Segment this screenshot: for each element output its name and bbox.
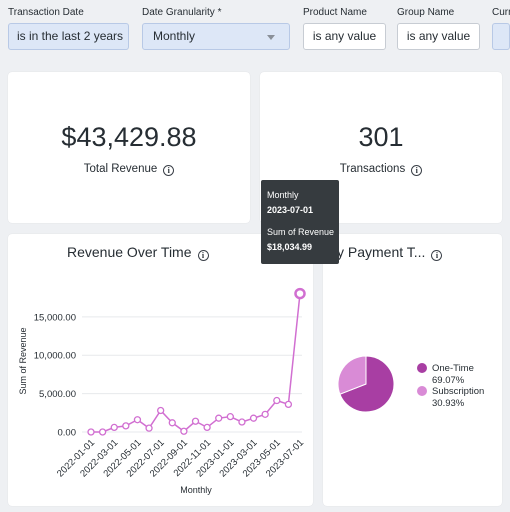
data-point bbox=[157, 406, 165, 415]
data-point bbox=[87, 428, 95, 436]
data-point bbox=[273, 396, 281, 405]
data-point bbox=[122, 422, 130, 430]
chevron-down-icon bbox=[267, 35, 275, 40]
transactions-label-row: Transactions i bbox=[260, 163, 502, 176]
tooltip-date: 2023-07-01 bbox=[267, 205, 314, 215]
data-point bbox=[133, 416, 142, 424]
total-revenue-label-row: Total Revenue i bbox=[8, 163, 250, 176]
filter-label: Curr bbox=[492, 7, 510, 18]
revenue-over-time-title: Revenue Over Time bbox=[67, 244, 192, 260]
chart-tooltip: Monthly 2023-07-01 Sum of Revenue $18,03… bbox=[261, 180, 339, 264]
group-name-filter-button[interactable]: is any value bbox=[397, 23, 480, 50]
payment-type-title: y Payment T... bbox=[337, 244, 426, 260]
data-point bbox=[284, 400, 293, 409]
data-point bbox=[191, 417, 200, 425]
data-point bbox=[110, 423, 118, 432]
data-point bbox=[226, 412, 234, 421]
y-tick-label: 15,000.00 bbox=[34, 312, 76, 323]
data-point bbox=[203, 423, 211, 432]
filter-label: Group Name bbox=[397, 7, 455, 18]
total-revenue-value: $43,429.88 bbox=[61, 122, 197, 152]
info-icon[interactable]: i bbox=[197, 250, 209, 261]
tooltip-granularity: Monthly bbox=[267, 190, 299, 200]
data-point bbox=[261, 410, 269, 418]
legend-label-one-time: One-Time bbox=[432, 363, 474, 374]
info-icon[interactable]: i bbox=[163, 165, 175, 176]
transactions-label: Transactions bbox=[339, 163, 406, 175]
y-axis-label: Sum of Revenue bbox=[18, 327, 28, 394]
total-revenue-card: $43,429.88 Total Revenue i bbox=[8, 72, 250, 223]
legend-label-subscription: Subscription bbox=[432, 386, 485, 397]
payment-type-card: y Payment T... i bbox=[323, 234, 502, 506]
y-tick-label: 0.00 bbox=[58, 428, 77, 439]
total-revenue-label: Total Revenue bbox=[83, 163, 158, 175]
product-name-filter-button[interactable]: is any value bbox=[303, 23, 386, 50]
filter-label: Product Name bbox=[303, 7, 367, 18]
filter-bar: Transaction Date is in the last 2 years … bbox=[0, 0, 510, 62]
data-point bbox=[215, 414, 223, 422]
legend-dot-one-time bbox=[417, 363, 427, 373]
y-tick-label: 5,000.00 bbox=[39, 389, 76, 400]
revenue-series-line bbox=[91, 293, 301, 433]
data-point bbox=[238, 418, 246, 426]
info-icon[interactable]: i bbox=[431, 250, 443, 261]
tooltip-value: $18,034.99 bbox=[267, 242, 313, 252]
info-icon[interactable]: i bbox=[411, 165, 423, 176]
transactions-value: 301 bbox=[358, 122, 404, 152]
legend-value-one-time: 69.07% bbox=[432, 375, 465, 386]
x-axis-label: Monthly bbox=[180, 485, 212, 495]
tooltip-measure: Sum of Revenue bbox=[267, 227, 335, 237]
data-point bbox=[168, 419, 176, 427]
filter-label: Date Granularity * bbox=[142, 7, 222, 18]
data-point bbox=[249, 414, 258, 422]
data-point bbox=[98, 428, 107, 436]
data-point bbox=[145, 424, 153, 432]
data-point bbox=[294, 287, 306, 300]
date-granularity-select[interactable]: Monthly bbox=[142, 23, 290, 50]
data-point bbox=[180, 427, 188, 435]
legend-dot-subscription bbox=[417, 386, 427, 396]
y-tick-label: 10,000.00 bbox=[34, 351, 76, 362]
transaction-date-filter-button[interactable]: is in the last 2 years bbox=[8, 23, 129, 50]
date-granularity-value: Monthly bbox=[153, 29, 196, 43]
legend-value-subscription: 30.93% bbox=[432, 398, 465, 409]
revenue-over-time-title-row: Revenue Over Time i bbox=[67, 244, 209, 261]
filter-label: Transaction Date bbox=[8, 7, 84, 18]
payment-type-title-row: y Payment T... i bbox=[337, 244, 443, 261]
revenue-over-time-card: Revenue Over Time i bbox=[8, 234, 313, 506]
